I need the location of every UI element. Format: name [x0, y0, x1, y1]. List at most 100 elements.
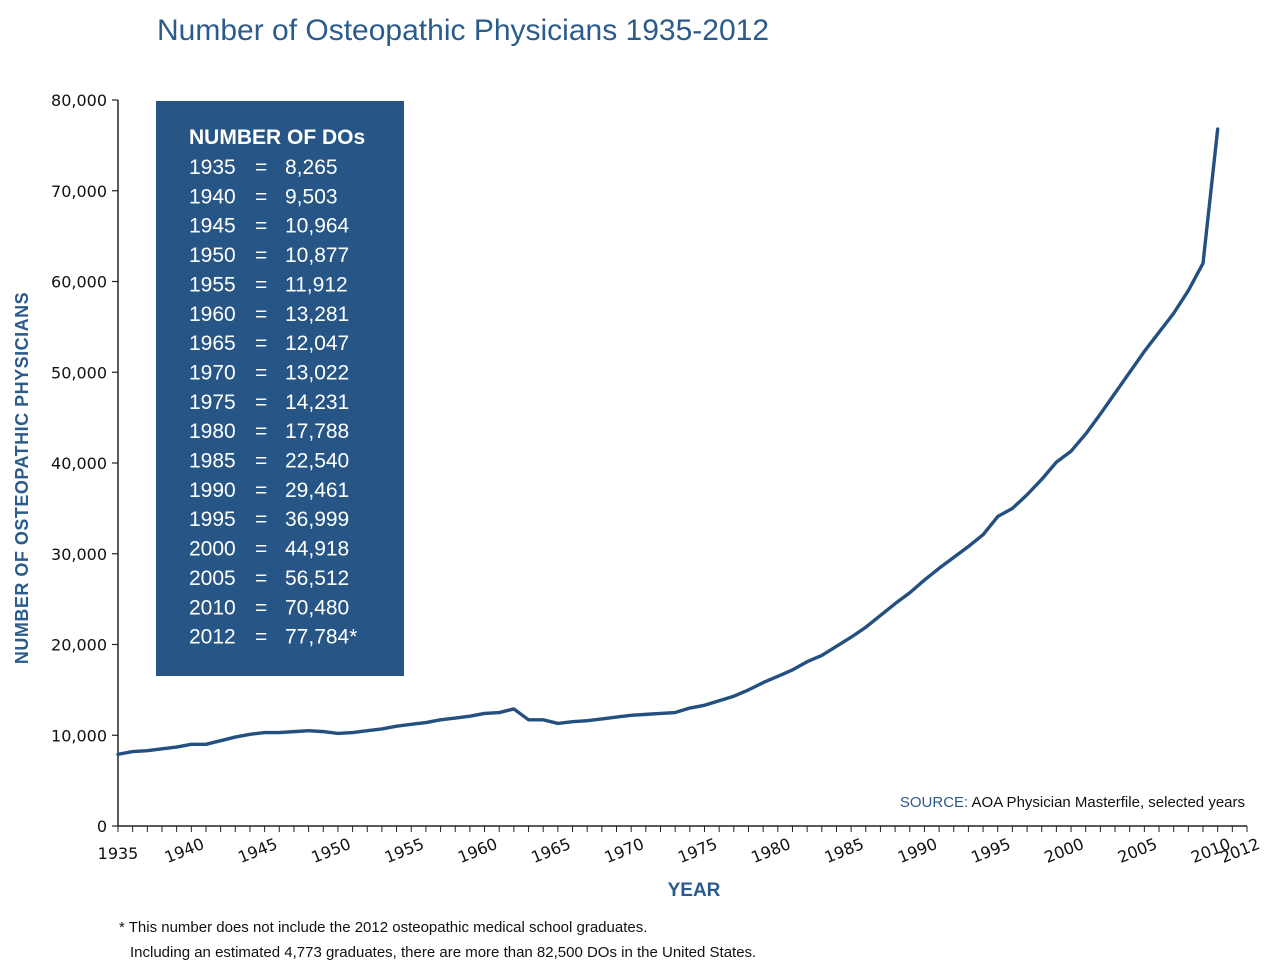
footnote-line-1: * This number does not include the 2012 …: [119, 919, 647, 936]
data-table-year: 1940: [189, 185, 236, 208]
data-table-value: 22,540: [285, 450, 349, 473]
data-table-value: 56,512: [285, 567, 349, 590]
series-line: [116, 127, 1220, 757]
data-table-year: 1970: [189, 361, 236, 384]
x-tick-label: 1940: [162, 834, 207, 867]
data-table-row: 1995 = 36,999: [189, 508, 349, 531]
y-tick-label: 80,000: [51, 91, 107, 110]
data-table-equals: =: [255, 626, 267, 649]
data-table-equals: =: [255, 420, 267, 443]
data-table-equals: =: [255, 567, 267, 590]
data-table-equals: =: [255, 185, 267, 208]
data-table-value: 77,784*: [285, 626, 357, 649]
data-table-background: [156, 101, 404, 676]
footnote-line-2: Including an estimated 4,773 graduates, …: [130, 944, 756, 961]
data-table-value: 29,461: [285, 479, 349, 502]
y-ticks: 0 10,000 20,000 30,000 40,000 50,000 60,000 70,…: [51, 91, 118, 836]
x-tick-label: 1945: [235, 834, 280, 867]
x-tick-label: 1995: [968, 834, 1013, 867]
data-table-year: 1980: [189, 420, 236, 443]
data-table-row: 1945 = 10,964: [189, 215, 350, 238]
data-table-year: 1945: [189, 215, 236, 238]
y-tick-label: 40,000: [51, 454, 107, 473]
data-table-row: 1935 = 8,265: [189, 156, 338, 179]
data-table-rows: 1935 = 8,265 1940 = 9,503 1945 = 10,964 1950 = 10,8…: [189, 156, 357, 649]
x-tick-label: 1970: [602, 834, 647, 867]
data-table-value: 13,281: [285, 303, 349, 326]
data-table-value: 36,999: [285, 508, 349, 531]
data-table-equals: =: [255, 508, 267, 531]
data-table-year: 1995: [189, 508, 236, 531]
data-table-year: 1935: [189, 156, 236, 179]
x-tick-label: 1955: [382, 834, 427, 867]
data-table-equals: =: [255, 273, 267, 296]
data-table-year: 1960: [189, 303, 236, 326]
chart-title: Number of Osteopathic Physicians 1935-20…: [157, 14, 769, 47]
data-table-row: 1980 = 17,788: [189, 420, 349, 443]
data-table-equals: =: [255, 244, 267, 267]
x-tick-label: 2005: [1115, 834, 1160, 867]
data-table-equals: =: [255, 332, 267, 355]
data-table-year: 2005: [189, 567, 236, 590]
data-table-value: 10,877: [285, 244, 349, 267]
x-tick-label: 1985: [822, 834, 867, 867]
data-table-value: 10,964: [285, 215, 350, 238]
data-table-equals: =: [255, 303, 267, 326]
x-tick-label: 1935: [98, 844, 139, 863]
y-tick-label: 70,000: [51, 182, 107, 201]
y-tick-label: 20,000: [51, 636, 107, 655]
data-table-year: 1985: [189, 450, 236, 473]
data-table-row: 2012 = 77,784*: [189, 626, 357, 649]
x-tick-label: 1950: [309, 834, 354, 867]
data-table-value: 44,918: [285, 538, 349, 561]
data-table-row: 2000 = 44,918: [189, 538, 349, 561]
x-tick-label: 1980: [748, 834, 793, 867]
data-table-year: 1950: [189, 244, 236, 267]
data-table-year: 2012: [189, 626, 236, 649]
data-table-row: 1990 = 29,461: [189, 479, 349, 502]
data-table-equals: =: [255, 450, 267, 473]
data-table-row: 1965 = 12,047: [189, 332, 349, 355]
y-tick-label: 10,000: [51, 726, 107, 745]
data-table-year: 2010: [189, 596, 236, 619]
data-table-title: NUMBER OF DOs: [189, 126, 365, 149]
x-tick-label: 1965: [528, 834, 573, 867]
data-table-value: 70,480: [285, 596, 349, 619]
source-text: AOA Physician Masterfile, selected years: [968, 794, 1245, 811]
data-table-year: 2000: [189, 538, 236, 561]
data-table-row: 1940 = 9,503: [189, 185, 338, 208]
data-table-equals: =: [255, 361, 267, 384]
x-tick-label: 1975: [675, 834, 720, 867]
data-table-value: 11,912: [285, 273, 348, 296]
data-table-equals: =: [255, 596, 267, 619]
data-table-equals: =: [255, 215, 267, 238]
data-table-row: 1950 = 10,877: [189, 244, 349, 267]
data-table-equals: =: [255, 156, 267, 179]
data-table-year: 1965: [189, 332, 236, 355]
data-table-value: 12,047: [285, 332, 349, 355]
data-table-year: 1955: [189, 273, 236, 296]
data-table-equals: =: [255, 391, 267, 414]
data-table-equals: =: [255, 479, 267, 502]
data-table-row: 1975 = 14,231: [189, 391, 349, 414]
y-tick-label: 30,000: [51, 545, 107, 564]
x-tick-label: 2000: [1042, 834, 1087, 867]
series: [116, 127, 1220, 757]
data-table-value: 17,788: [285, 420, 349, 443]
data-table-value: 14,231: [285, 391, 349, 414]
data-table-row: 2005 = 56,512: [189, 567, 349, 590]
y-axis-label: NUMBER OF OSTEOPATHIC PHYSICIANS: [12, 292, 32, 664]
y-tick-label: 60,000: [51, 273, 107, 292]
source-label: SOURCE:: [900, 794, 968, 811]
y-tick-label: 50,000: [51, 363, 107, 382]
data-table-value: 8,265: [285, 156, 338, 179]
source-note: SOURCE: AOA Physician Masterfile, select…: [900, 794, 1245, 811]
data-table-row: 1970 = 13,022: [189, 361, 349, 384]
data-table-value: 9,503: [285, 185, 338, 208]
x-axis-label: YEAR: [668, 880, 721, 901]
data-table-equals: =: [255, 538, 267, 561]
x-tick-label: 1990: [895, 834, 940, 867]
data-table-value: 13,022: [285, 361, 349, 384]
